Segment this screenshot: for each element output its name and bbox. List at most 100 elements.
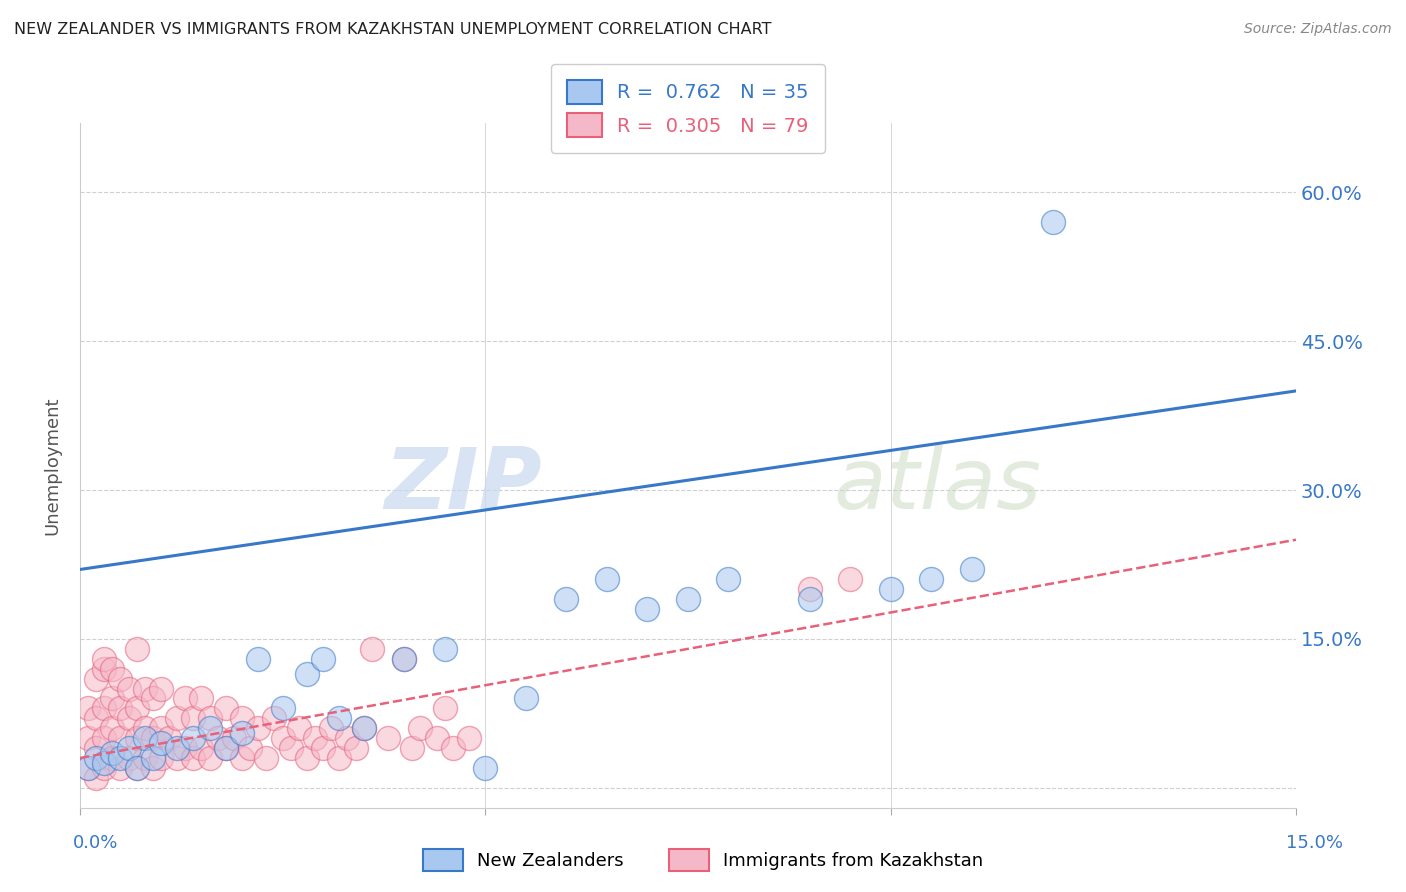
Point [280, 741, 302, 756]
Point [458, 731, 481, 746]
Point [222, 731, 245, 746]
Point [288, 721, 311, 735]
Point [312, 652, 335, 666]
Point [409, 721, 432, 735]
Point [920, 573, 942, 587]
Point [304, 731, 326, 746]
Point [676, 592, 699, 607]
Point [93, 652, 115, 666]
Point [166, 711, 188, 725]
Point [295, 751, 318, 765]
Point [263, 711, 285, 725]
Point [190, 691, 212, 706]
Point [879, 582, 901, 597]
Point [377, 731, 399, 746]
Point [433, 641, 456, 656]
Point [198, 751, 221, 765]
Point [215, 741, 238, 756]
Point [93, 761, 115, 775]
Point [77, 761, 100, 775]
Point [174, 691, 197, 706]
Point [231, 751, 253, 765]
Point [960, 562, 983, 576]
Point [215, 701, 238, 715]
Point [142, 751, 165, 765]
Point [93, 701, 115, 715]
Point [271, 701, 294, 715]
Point [110, 761, 132, 775]
Point [117, 751, 139, 765]
Text: NEW ZEALANDER VS IMMIGRANTS FROM KAZAKHSTAN UNEMPLOYMENT CORRELATION CHART: NEW ZEALANDER VS IMMIGRANTS FROM KAZAKHS… [14, 22, 772, 37]
Point [360, 641, 382, 656]
Text: 15.0%: 15.0% [1286, 834, 1343, 852]
Point [77, 701, 100, 715]
Point [474, 761, 496, 775]
Point [93, 756, 115, 770]
Point [717, 573, 740, 587]
Point [183, 711, 205, 725]
Point [125, 731, 148, 746]
Point [117, 741, 139, 756]
Point [166, 751, 188, 765]
Y-axis label: Unemployment: Unemployment [44, 396, 60, 534]
Point [596, 573, 619, 587]
Point [426, 731, 449, 746]
Point [166, 741, 188, 756]
Point [247, 652, 270, 666]
Point [198, 721, 221, 735]
Text: ZIP: ZIP [384, 444, 541, 527]
Point [799, 592, 821, 607]
Point [207, 731, 229, 746]
Point [555, 592, 578, 607]
Point [239, 741, 262, 756]
Point [110, 672, 132, 686]
Point [636, 602, 658, 616]
Point [174, 741, 197, 756]
Text: 0.0%: 0.0% [73, 834, 118, 852]
Point [254, 751, 277, 765]
Point [328, 711, 350, 725]
Point [101, 691, 124, 706]
Point [336, 731, 359, 746]
Point [247, 721, 270, 735]
Point [77, 731, 100, 746]
Point [295, 666, 318, 681]
Point [231, 711, 253, 725]
Point [433, 701, 456, 715]
Point [353, 721, 375, 735]
Point [149, 736, 172, 750]
Point [101, 746, 124, 760]
Point [183, 751, 205, 765]
Point [93, 731, 115, 746]
Point [149, 721, 172, 735]
Point [84, 771, 107, 785]
Point [84, 672, 107, 686]
Point [190, 741, 212, 756]
Point [110, 731, 132, 746]
Point [799, 582, 821, 597]
Point [149, 681, 172, 696]
Point [312, 741, 335, 756]
Point [142, 761, 165, 775]
Point [125, 761, 148, 775]
Text: atlas: atlas [834, 444, 1042, 527]
Point [839, 573, 862, 587]
Point [93, 662, 115, 676]
Point [84, 751, 107, 765]
Point [117, 681, 139, 696]
Point [142, 691, 165, 706]
Point [77, 761, 100, 775]
Point [84, 711, 107, 725]
Point [110, 701, 132, 715]
Point [101, 751, 124, 765]
Point [1042, 215, 1064, 229]
Point [344, 741, 367, 756]
Point [134, 681, 156, 696]
Point [392, 652, 415, 666]
Point [515, 691, 537, 706]
Point [117, 711, 139, 725]
Point [84, 741, 107, 756]
Text: Source: ZipAtlas.com: Source: ZipAtlas.com [1244, 22, 1392, 37]
Point [328, 751, 350, 765]
Legend: New Zealanders, Immigrants from Kazakhstan: New Zealanders, Immigrants from Kazakhst… [416, 842, 990, 879]
